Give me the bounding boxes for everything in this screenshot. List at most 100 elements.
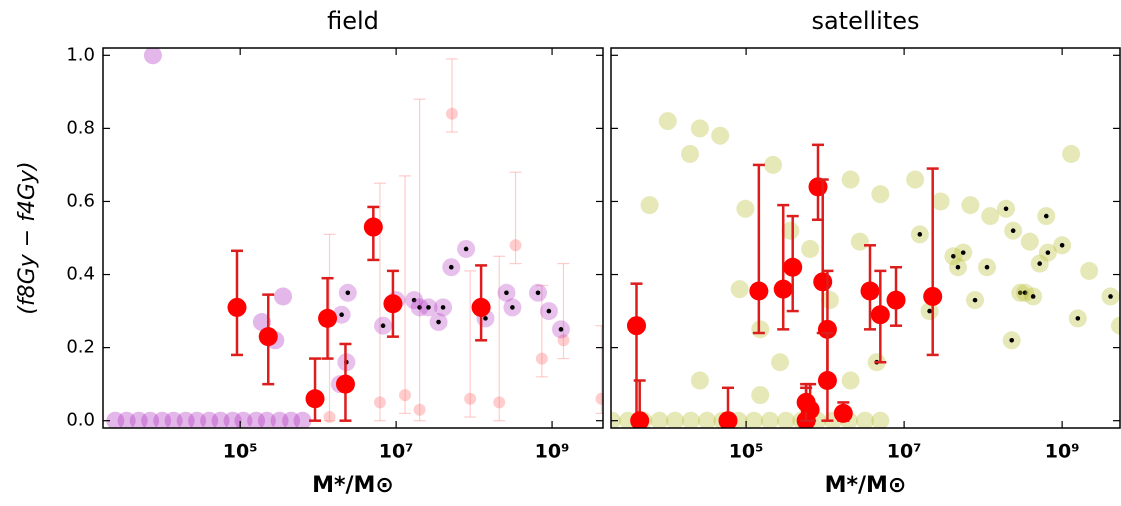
point <box>650 411 669 428</box>
point <box>164 411 183 428</box>
point <box>871 411 890 428</box>
point <box>763 155 782 174</box>
point <box>323 411 336 424</box>
point <box>817 371 837 390</box>
point <box>1020 232 1039 251</box>
point <box>923 286 943 306</box>
point <box>820 291 839 310</box>
point <box>252 313 271 332</box>
point-center <box>1059 243 1065 248</box>
point <box>445 107 458 120</box>
point-center <box>558 327 564 332</box>
point <box>117 411 136 428</box>
point-center <box>1108 294 1113 299</box>
point <box>223 411 242 428</box>
point <box>681 144 700 163</box>
x-tick-label: 10⁵ <box>729 441 764 463</box>
point <box>690 119 709 138</box>
point <box>129 411 148 428</box>
x-tick-label: 10⁷ <box>887 441 922 463</box>
x-tick-label: 10⁹ <box>535 441 570 463</box>
point <box>760 411 779 428</box>
axes-frame <box>610 47 1121 429</box>
point-center <box>463 246 469 252</box>
axes-frame <box>102 47 604 429</box>
point-center <box>1075 316 1081 321</box>
point <box>730 280 749 299</box>
point <box>841 170 860 189</box>
point <box>535 352 548 365</box>
point-center <box>504 290 509 296</box>
point <box>141 411 160 428</box>
point <box>247 411 266 428</box>
point-center <box>440 305 446 310</box>
point <box>841 371 860 390</box>
y-tick-label: 0.4 <box>66 264 95 285</box>
point <box>773 279 793 299</box>
point <box>771 353 790 372</box>
point <box>318 308 338 328</box>
point-center <box>546 308 552 314</box>
point <box>666 411 685 428</box>
point <box>413 403 426 416</box>
point <box>870 305 890 325</box>
x-axis-label: M*/M⊙ <box>312 473 394 498</box>
point <box>143 48 162 65</box>
point-center <box>380 323 386 328</box>
point <box>188 411 207 428</box>
point <box>736 199 755 218</box>
point <box>833 403 853 423</box>
point-center <box>984 264 990 270</box>
point <box>813 272 833 292</box>
point-center <box>426 305 431 310</box>
point-center <box>483 316 488 321</box>
point <box>961 196 980 215</box>
x-axis-label: M*/M⊙ <box>825 473 907 498</box>
point <box>383 294 403 314</box>
point-center <box>411 297 417 303</box>
point <box>1111 316 1120 335</box>
point <box>234 411 253 428</box>
point <box>626 316 646 336</box>
point <box>749 281 769 301</box>
y-tick-label: 1.0 <box>66 44 95 65</box>
point <box>630 411 650 428</box>
point-center <box>448 264 454 270</box>
point <box>658 112 677 131</box>
point <box>931 192 950 211</box>
point <box>801 239 820 258</box>
point <box>1080 261 1099 280</box>
point-center <box>1030 294 1036 299</box>
point <box>751 386 770 405</box>
point <box>783 257 803 277</box>
point <box>399 389 412 402</box>
point <box>227 297 247 317</box>
point-center <box>1017 290 1023 296</box>
point <box>711 126 730 145</box>
point <box>153 411 172 428</box>
point <box>257 411 276 428</box>
point <box>595 392 603 405</box>
point <box>305 389 325 409</box>
y-axis-label: (f8Gy − f4Gy) <box>15 161 40 314</box>
x-tick-label: 10⁵ <box>223 441 258 463</box>
x-tick-label: 10⁹ <box>1045 441 1080 463</box>
point <box>871 185 890 204</box>
point <box>464 392 477 405</box>
point-center <box>927 308 932 314</box>
point <box>363 217 383 237</box>
point <box>718 411 738 428</box>
point <box>856 411 875 428</box>
y-tick-label: 0.2 <box>66 337 95 358</box>
point <box>471 297 491 317</box>
point-center <box>951 253 956 259</box>
point-center <box>1010 228 1016 233</box>
point <box>981 207 1000 226</box>
point-center <box>510 305 515 310</box>
point-center <box>436 319 441 325</box>
point-center <box>1003 206 1009 212</box>
point <box>493 396 506 409</box>
panel-title: field <box>327 7 379 35</box>
plot-area <box>106 48 603 428</box>
panel-title: satellites <box>811 7 919 35</box>
